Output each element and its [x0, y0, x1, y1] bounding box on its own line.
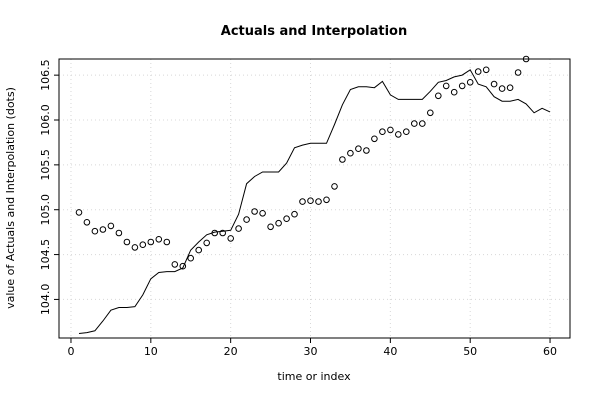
- actual-point: [131, 244, 139, 251]
- actual-point: [379, 128, 386, 135]
- actual-point: [211, 229, 218, 237]
- actual-point: [195, 246, 202, 254]
- actual-point: [227, 235, 234, 242]
- actual-point: [107, 222, 115, 230]
- actual-point: [219, 229, 226, 237]
- actual-point: [411, 120, 418, 127]
- actual-point: [498, 85, 506, 92]
- actual-point: [299, 198, 306, 205]
- actual-point: [139, 241, 147, 248]
- y-axis: 104.0 104.5 105.0 105.5 106.0 106.5: [39, 59, 59, 315]
- actual-point: [395, 131, 402, 138]
- x-axis-label: time or index: [277, 370, 351, 383]
- actual-point: [243, 216, 250, 223]
- actual-point: [514, 69, 522, 76]
- actual-point: [506, 84, 514, 91]
- actual-point: [331, 183, 338, 190]
- actual-point: [466, 79, 474, 86]
- actual-point: [450, 88, 458, 96]
- x-axis: 0 10 20 30 40 50 60: [67, 338, 557, 358]
- actual-point: [91, 227, 99, 235]
- actual-point: [403, 128, 410, 135]
- chart-title: Actuals and Interpolation: [221, 24, 407, 39]
- actual-point: [347, 149, 354, 157]
- actual-point: [83, 219, 91, 226]
- y-tick-label: 106.0: [39, 104, 52, 135]
- actual-point: [155, 236, 163, 243]
- actual-point: [387, 126, 394, 134]
- y-tick-label: 105.0: [39, 194, 52, 226]
- actual-point: [115, 229, 123, 237]
- actual-point: [339, 156, 346, 163]
- interpolation-series: [78, 69, 551, 334]
- actual-point: [187, 254, 194, 262]
- actual-point: [458, 82, 466, 90]
- x-tick-label: 30: [304, 345, 318, 358]
- actual-point: [474, 68, 482, 75]
- grid: [59, 59, 570, 338]
- actual-point: [147, 238, 155, 246]
- actual-point: [323, 196, 330, 204]
- plot-frame: [58, 58, 571, 339]
- actual-point: [235, 225, 242, 232]
- actuals-series: [75, 55, 530, 270]
- actual-point: [99, 226, 107, 233]
- interpolation-line: [78, 69, 551, 334]
- actual-point: [291, 210, 298, 218]
- actual-point: [251, 208, 258, 215]
- actual-point: [419, 120, 426, 127]
- x-tick-label: 60: [543, 345, 557, 358]
- actual-point: [203, 239, 210, 247]
- actual-point: [442, 82, 450, 90]
- y-tick-label: 106.5: [39, 59, 52, 91]
- actual-point: [163, 238, 171, 246]
- actual-point: [171, 261, 179, 268]
- x-tick-label: 20: [224, 345, 238, 358]
- actual-point: [283, 215, 290, 222]
- actual-point: [435, 92, 442, 100]
- y-tick-label: 104.0: [39, 284, 52, 316]
- y-axis-label: value of Actuals and Interpolation (dots…: [4, 87, 17, 309]
- actual-point: [490, 80, 498, 88]
- y-tick-label: 104.5: [39, 239, 52, 271]
- actual-point: [307, 197, 314, 204]
- actual-point: [75, 209, 83, 216]
- actual-point: [315, 198, 322, 205]
- actual-point: [371, 135, 378, 143]
- actual-point: [179, 262, 187, 270]
- actual-point: [123, 238, 131, 246]
- actual-point: [275, 219, 282, 227]
- x-tick-label: 50: [463, 345, 477, 358]
- x-tick-label: 10: [144, 345, 158, 358]
- actual-point: [267, 223, 274, 231]
- actual-point: [355, 145, 362, 152]
- y-tick-label: 105.5: [39, 149, 52, 181]
- actual-point: [482, 66, 490, 74]
- actual-point: [427, 109, 434, 117]
- x-tick-label: 0: [67, 345, 74, 358]
- actual-point: [259, 210, 266, 217]
- x-tick-label: 40: [383, 345, 397, 358]
- actual-point: [363, 147, 370, 154]
